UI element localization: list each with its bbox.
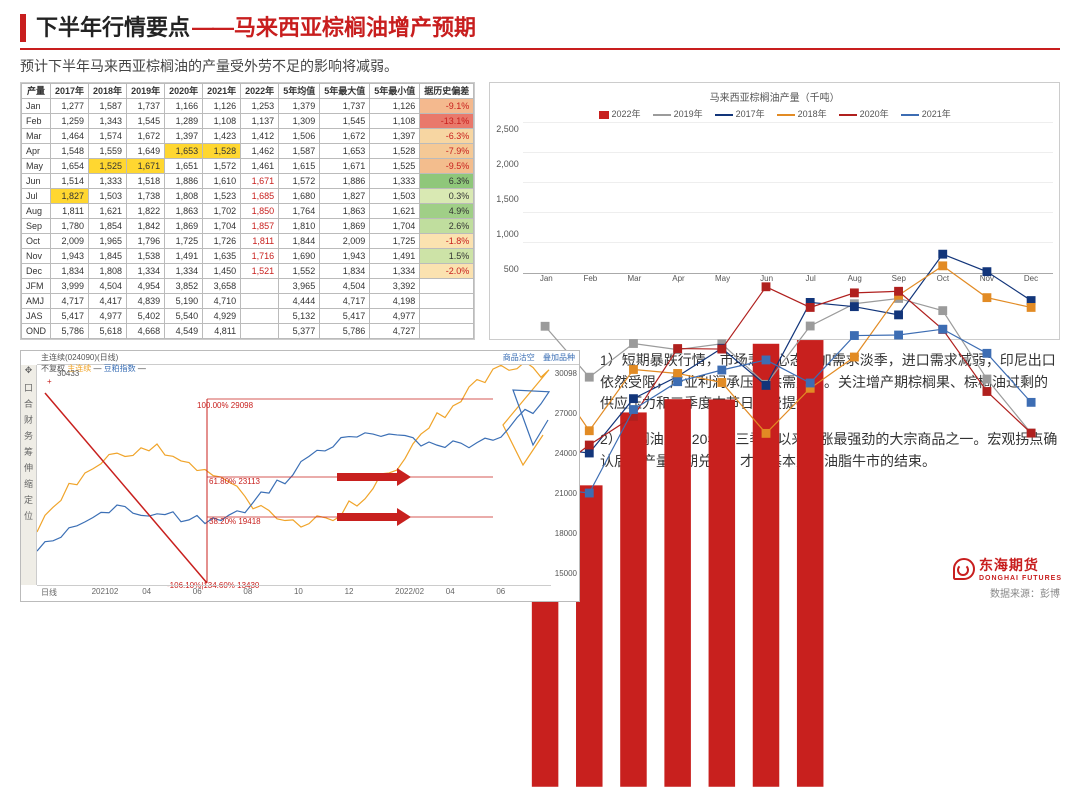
- chart-title: 马来西亚棕榈油产量（千吨）: [496, 89, 1053, 104]
- price-chart-xaxis: 日线20210204060810122022/020406: [37, 585, 551, 601]
- pc-link[interactable]: 商品沽空: [503, 353, 535, 362]
- tool-icon[interactable]: ✥: [21, 365, 36, 381]
- subtitle: 预计下半年马来西亚棕榈油的产量受外劳不足的影响将减弱。: [0, 56, 1080, 82]
- title-bar: 下半年行情要点——马来西亚棕榈油增产预期: [0, 0, 1080, 46]
- logo-cn: 东海期货: [979, 555, 1062, 575]
- tool-icon[interactable]: 合: [21, 397, 36, 413]
- title-left: 下半年行情要点: [36, 15, 190, 40]
- pc-title: 主连续(024090)(日线): [41, 352, 118, 363]
- tool-icon[interactable]: 缩: [21, 477, 36, 493]
- title-rule: [20, 48, 1060, 50]
- data-source: 数据来源：彭博: [990, 585, 1060, 600]
- logo-en: DONGHAI FUTURES: [979, 575, 1062, 582]
- tool-icon[interactable]: 筹: [21, 445, 36, 461]
- tool-icon[interactable]: 定: [21, 493, 36, 509]
- company-logo: 东海期货 DONGHAI FUTURES: [953, 555, 1062, 582]
- tool-icon[interactable]: 务: [21, 429, 36, 445]
- chart-yaxis: 2,5002,0001,5001,000500: [496, 124, 523, 274]
- logo-icon: [953, 558, 975, 580]
- tool-icon[interactable]: 伸: [21, 461, 36, 477]
- accent-bar: [20, 14, 26, 42]
- price-chart-plot: 不复权 主连续 — 豆粕指数 —30433+100.00% 2909861.80…: [37, 365, 551, 585]
- pc-toolbar: ✥ 口 合 财 务 筹 伸 缩 定 位: [21, 365, 37, 585]
- production-chart: 马来西亚棕榈油产量（千吨） 2022年2019年2017年2018年2020年2…: [489, 82, 1060, 340]
- pc-links: 商品沽空 叠加品种: [503, 352, 575, 363]
- tool-icon[interactable]: 位: [21, 509, 36, 525]
- chart-legend: 2022年2019年2017年2018年2020年2021年: [496, 108, 1053, 120]
- title-right: 马来西亚棕榈油增产预期: [234, 15, 476, 40]
- chart-plot: [523, 124, 1053, 274]
- price-chart: 主连续(024090)(日线) 商品沽空 叠加品种 ✥ 口 合 财 务 筹 伸 …: [20, 350, 580, 602]
- title-dash: ——: [192, 15, 232, 40]
- production-table: 产量2017年2018年2019年2020年2021年2022年5年均值5年最大…: [20, 82, 475, 340]
- price-chart-yaxis: 300982700024000210001800015000: [551, 365, 579, 585]
- tool-icon[interactable]: 财: [21, 413, 36, 429]
- pc-link[interactable]: 叠加品种: [543, 353, 575, 362]
- tool-icon[interactable]: 口: [21, 381, 36, 397]
- page-title: 下半年行情要点——马来西亚棕榈油增产预期: [36, 10, 476, 42]
